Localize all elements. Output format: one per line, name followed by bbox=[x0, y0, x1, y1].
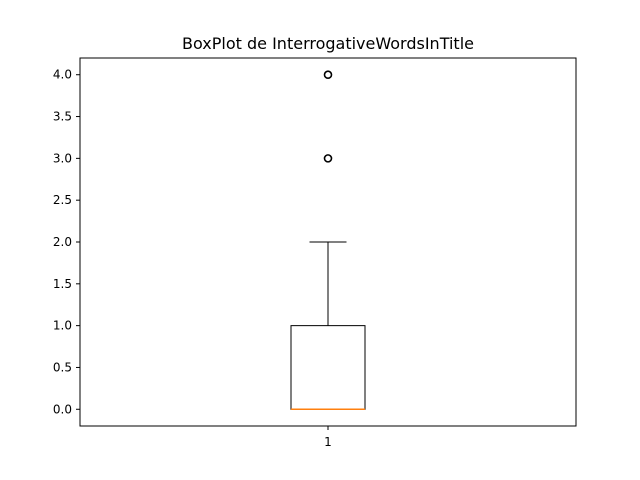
y-tick-label: 2.0 bbox=[53, 235, 72, 249]
y-tick-label: 4.0 bbox=[53, 68, 72, 82]
y-tick-label: 1.5 bbox=[53, 277, 72, 291]
y-tick-label: 1.0 bbox=[53, 319, 72, 333]
y-tick-label: 0.0 bbox=[53, 402, 72, 416]
x-tick-label: 1 bbox=[324, 435, 332, 449]
outlier-point bbox=[323, 154, 333, 163]
y-tick-label: 2.5 bbox=[53, 193, 72, 207]
chart-title: BoxPlot de InterrogativeWordsInTitle bbox=[182, 34, 474, 53]
y-tick-label: 3.0 bbox=[53, 151, 72, 165]
outlier-point bbox=[323, 70, 333, 80]
y-tick-label: 0.5 bbox=[53, 360, 72, 374]
plot-area: 0.0 0.5 1.0 1.5 2.0 2.5 3.0 3.5 4.0 1 bbox=[53, 57, 577, 449]
y-tick-label: 3.5 bbox=[53, 110, 72, 124]
